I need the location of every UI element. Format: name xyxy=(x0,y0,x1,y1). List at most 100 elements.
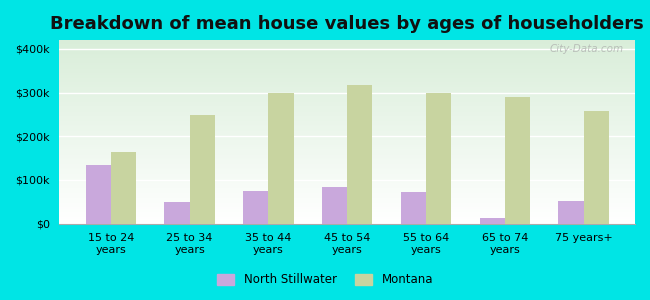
Bar xyxy=(59,94,635,95)
Bar xyxy=(59,169,635,170)
Bar xyxy=(59,201,635,202)
Bar xyxy=(59,40,635,41)
Bar xyxy=(59,182,635,183)
Bar xyxy=(59,76,635,77)
Bar xyxy=(59,151,635,152)
Bar xyxy=(59,136,635,137)
Bar xyxy=(59,189,635,190)
Bar xyxy=(59,102,635,103)
Bar xyxy=(59,129,635,130)
Bar xyxy=(59,55,635,56)
Bar xyxy=(59,109,635,110)
Bar xyxy=(59,69,635,70)
Bar xyxy=(59,64,635,65)
Bar xyxy=(59,124,635,125)
Bar xyxy=(59,220,635,221)
Bar xyxy=(59,113,635,115)
Bar xyxy=(59,161,635,162)
Bar xyxy=(59,179,635,180)
Bar xyxy=(59,85,635,86)
Bar xyxy=(59,67,635,68)
Bar xyxy=(59,216,635,217)
Bar xyxy=(59,188,635,189)
Bar xyxy=(59,51,635,52)
Bar xyxy=(59,152,635,153)
Bar xyxy=(59,96,635,97)
Bar xyxy=(59,87,635,88)
Bar xyxy=(59,157,635,158)
Bar xyxy=(59,131,635,132)
Bar xyxy=(59,142,635,143)
Bar xyxy=(59,183,635,184)
Bar xyxy=(59,155,635,156)
Bar xyxy=(59,115,635,116)
Bar xyxy=(59,222,635,223)
Bar xyxy=(59,199,635,200)
Bar xyxy=(59,145,635,146)
Bar xyxy=(59,160,635,161)
Bar xyxy=(401,192,426,224)
Bar xyxy=(59,187,635,188)
Bar xyxy=(243,191,268,224)
Bar xyxy=(59,42,635,43)
Bar xyxy=(59,43,635,44)
Bar xyxy=(59,128,635,129)
Bar xyxy=(59,171,635,172)
Bar xyxy=(59,195,635,196)
Bar xyxy=(59,126,635,127)
Bar xyxy=(59,133,635,134)
Bar xyxy=(59,44,635,45)
Bar xyxy=(59,82,635,83)
Bar xyxy=(59,203,635,204)
Bar xyxy=(59,49,635,50)
Bar xyxy=(59,143,635,144)
Bar xyxy=(59,204,635,205)
Bar xyxy=(59,123,635,124)
Bar xyxy=(59,192,635,193)
Bar xyxy=(59,138,635,139)
Bar xyxy=(59,165,635,166)
Bar xyxy=(59,158,635,159)
Bar xyxy=(59,168,635,169)
Bar xyxy=(59,98,635,99)
Bar xyxy=(59,147,635,148)
Bar xyxy=(59,53,635,54)
Bar xyxy=(59,207,635,208)
Bar xyxy=(59,48,635,49)
Bar xyxy=(59,110,635,111)
Bar xyxy=(59,186,635,187)
Bar xyxy=(59,170,635,171)
Bar xyxy=(59,54,635,55)
Bar xyxy=(59,202,635,203)
Bar xyxy=(59,154,635,155)
Bar xyxy=(59,62,635,63)
Bar xyxy=(59,112,635,113)
Bar xyxy=(59,213,635,214)
Bar xyxy=(59,117,635,118)
Bar xyxy=(59,175,635,176)
Bar xyxy=(111,152,136,224)
Bar xyxy=(59,68,635,69)
Bar xyxy=(59,46,635,47)
Bar xyxy=(59,166,635,167)
Bar xyxy=(59,212,635,213)
Bar xyxy=(59,169,635,170)
Bar xyxy=(59,164,635,165)
Bar xyxy=(59,137,635,138)
Bar xyxy=(59,149,635,150)
Bar xyxy=(59,184,635,185)
Bar xyxy=(59,118,635,119)
Bar xyxy=(59,205,635,206)
Bar xyxy=(59,106,635,107)
Bar xyxy=(59,103,635,104)
Bar xyxy=(59,91,635,92)
Bar xyxy=(190,115,214,224)
Bar xyxy=(59,200,635,201)
Bar xyxy=(59,66,635,67)
Bar xyxy=(59,52,635,53)
Bar xyxy=(59,221,635,222)
Bar xyxy=(59,223,635,224)
Bar xyxy=(59,144,635,145)
Bar xyxy=(59,65,635,66)
Bar xyxy=(59,73,635,74)
